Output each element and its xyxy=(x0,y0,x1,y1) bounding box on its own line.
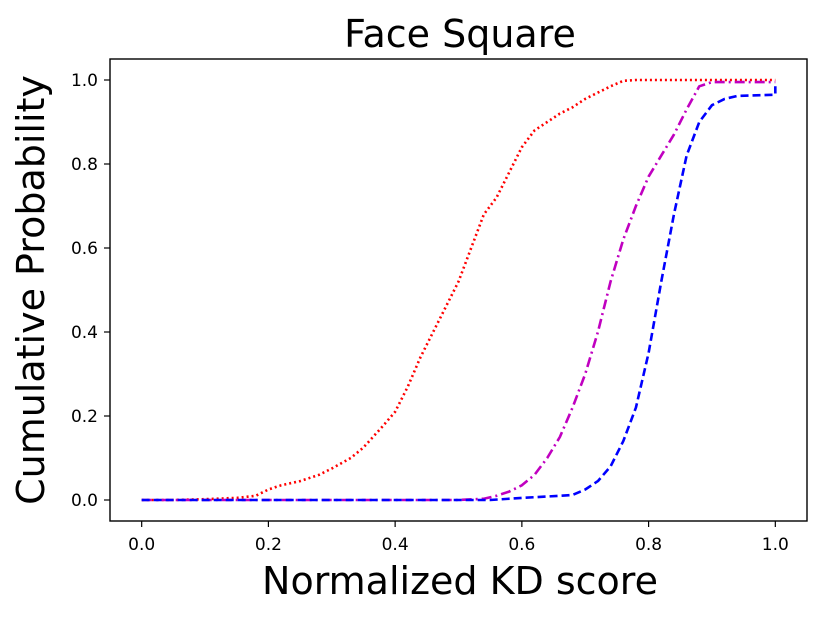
plot-frame xyxy=(109,58,808,522)
y-axis-title: Cumulative Probability xyxy=(9,75,53,505)
x-tick-label: 1.0 xyxy=(762,535,789,555)
series-line-magenta-dashdot xyxy=(141,80,776,502)
axes-layer: 0.0 0.2 0.4 0.6 0.8 1.0 0.0 0.2 0.4 0.6 0.8 1.0 xyxy=(71,58,808,555)
x-tick-label: 0.4 xyxy=(382,535,409,555)
y-tick-label: 0.0 xyxy=(71,491,98,511)
y-tick-label: 0.6 xyxy=(71,239,98,259)
y-tick-label: 0.8 xyxy=(71,155,98,175)
x-axis-title: Normalized KD score xyxy=(262,559,658,603)
x-tick-label: 0.8 xyxy=(635,535,662,555)
series-layer xyxy=(141,78,777,502)
x-tick-label: 0.0 xyxy=(128,535,155,555)
y-tick-label: 0.2 xyxy=(71,407,98,427)
x-tick-label: 0.6 xyxy=(508,535,535,555)
x-tick-label: 0.2 xyxy=(255,535,282,555)
series-line-red-dotted xyxy=(141,78,776,502)
y-tick-label: 0.4 xyxy=(71,323,98,343)
series-line-blue-dashed xyxy=(141,86,777,502)
chart-title: Face Square xyxy=(344,12,576,56)
y-tick-label: 1.0 xyxy=(71,71,98,91)
